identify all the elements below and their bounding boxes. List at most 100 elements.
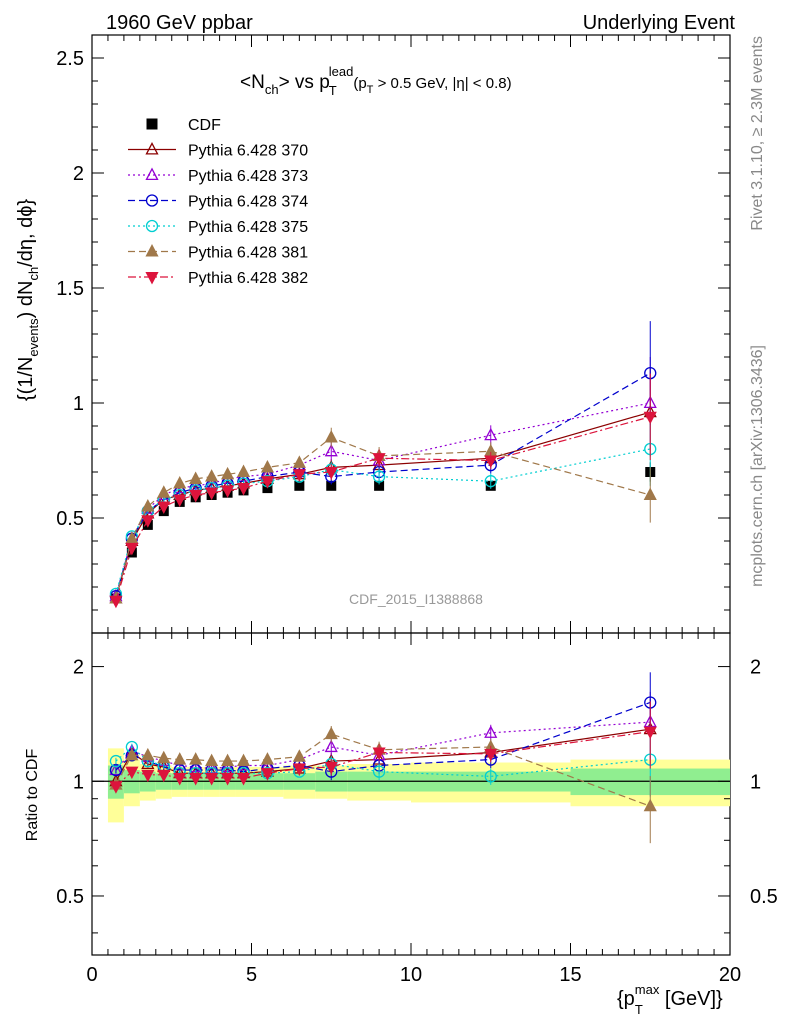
legend-item-pythia-6-428-375: Pythia 6.428 375	[128, 219, 308, 236]
mcplots-source-text: mcplots.cern.ch [arXiv:1306.3436]	[749, 345, 766, 587]
ratio-data-point	[484, 770, 497, 783]
series-line	[115, 448, 651, 595]
ratio-data-point	[643, 798, 657, 812]
ratio-data-point	[643, 726, 657, 740]
data-point	[236, 483, 251, 496]
data-point	[292, 469, 306, 482]
ratio-y-tick-label-right: 1	[750, 771, 761, 793]
ratio-data-point	[236, 753, 251, 767]
x-tick-label: 10	[400, 964, 422, 986]
ratio-series-line	[115, 746, 651, 777]
ratio-series-line	[115, 721, 651, 771]
y-axis-label: {(1/Nevents) dNch/dη, dϕ}	[15, 199, 41, 402]
ratio-data-point	[260, 768, 275, 781]
data-point	[125, 542, 139, 556]
data-point	[173, 476, 187, 489]
data-point	[324, 430, 338, 443]
ratio-data-point	[141, 769, 155, 783]
ratio-data-point	[109, 763, 123, 777]
main-y-tick-label: 2	[73, 163, 84, 185]
ratio-plot-panel: 0.5 0.51 12 20 5 10 15 20 Ratio to CDF {pTmax […	[24, 632, 778, 1017]
data-point	[643, 487, 657, 501]
legend-label: Pythia 6.428 382	[188, 270, 308, 287]
ratio-data-point	[157, 769, 171, 783]
data-point	[484, 455, 498, 468]
ratio-data-point	[324, 739, 338, 753]
series-line	[115, 411, 651, 599]
rivet-version-text: Rivet 3.1.10, ≥ 2.3M events	[749, 36, 766, 231]
main-y-tick-label: 1.5	[56, 278, 84, 300]
main-y-tick-label: 1	[73, 393, 84, 415]
data-point	[205, 487, 219, 501]
main-y-tick-label: 0.5	[56, 508, 84, 530]
x-tick-label: 15	[559, 964, 581, 986]
data-point	[324, 466, 338, 480]
ratio-data-marks	[109, 672, 657, 844]
ratio-data-point	[141, 756, 155, 770]
data-point	[205, 469, 219, 482]
ratio-data-point	[205, 753, 219, 767]
ratio-data-point	[292, 763, 306, 776]
ratio-data-point	[141, 747, 155, 761]
ratio-data-point	[372, 765, 386, 778]
ratio-y-tick-label: 0.5	[56, 886, 84, 908]
legend-label: CDF	[188, 117, 221, 134]
data-point	[484, 427, 498, 441]
ratio-data-point	[292, 749, 306, 762]
ratio-data-point	[220, 772, 235, 786]
ratio-data-point	[109, 762, 123, 776]
ratio-y-tick-label: 1	[73, 771, 84, 793]
legend-marker	[146, 118, 158, 130]
data-point	[292, 455, 306, 468]
data-point	[294, 480, 305, 491]
data-point	[220, 485, 235, 498]
header-right: Underlying Event	[583, 12, 736, 34]
series-line	[115, 436, 651, 599]
main-y-tick-label: 2.5	[56, 48, 84, 70]
ratio-data-point	[189, 772, 203, 786]
data-point	[484, 475, 497, 488]
legend-item-pythia-6-428-382: Pythia 6.428 382	[128, 270, 308, 287]
data-point	[374, 480, 385, 491]
x-tick-label: 0	[86, 964, 97, 986]
legend-item-pythia-6-428-373: Pythia 6.428 373	[128, 167, 308, 185]
ratio-y-tick-label-right: 0.5	[750, 886, 778, 908]
data-point	[326, 480, 337, 491]
legend-label: Pythia 6.428 370	[188, 143, 308, 160]
ratio-data-point	[173, 752, 187, 765]
ratio-data-point	[220, 753, 235, 767]
data-point	[220, 466, 235, 480]
ratio-data-point	[109, 754, 123, 768]
ratio-y-axis-label: Ratio to CDF	[24, 749, 41, 842]
ratio-series-pythia-6-428-382	[109, 701, 657, 794]
data-point	[372, 470, 386, 483]
legend-marker	[145, 194, 159, 207]
data-point	[141, 515, 155, 528]
legend-item-pythia-6-428-370: Pythia 6.428 370	[128, 142, 308, 160]
data-point	[157, 485, 171, 498]
main-data-marks	[109, 321, 657, 609]
ratio-data-point	[324, 761, 338, 775]
ratio-y-tick-label: 2	[73, 657, 84, 679]
ratio-y-tick-label-right: 2	[750, 657, 761, 679]
legend-marker	[145, 167, 159, 181]
ratio-data-point	[125, 766, 139, 780]
ratio-data-point	[125, 747, 139, 761]
legend-marker	[145, 219, 159, 233]
ratio-data-point	[109, 781, 123, 794]
x-tick-label: 5	[246, 964, 257, 986]
data-point	[189, 471, 203, 484]
data-point	[109, 595, 123, 609]
ratio-data-point	[260, 752, 275, 765]
ratio-data-point	[484, 748, 498, 762]
ratio-data-point	[372, 747, 386, 760]
data-point	[260, 459, 275, 473]
ratio-ticks: 0.5 0.51 12 20 5 10 15 20	[56, 633, 778, 986]
data-point	[260, 476, 275, 489]
data-point	[372, 453, 386, 466]
legend-item-pythia-6-428-381: Pythia 6.428 381	[128, 244, 308, 262]
x-axis-label: {pTmax [GeV]}	[617, 982, 723, 1017]
main-plot-panel: <Nch> vs pTlead(pT > 0.5 GeV, |η| < 0.8)…	[15, 34, 731, 634]
data-point	[141, 499, 155, 512]
